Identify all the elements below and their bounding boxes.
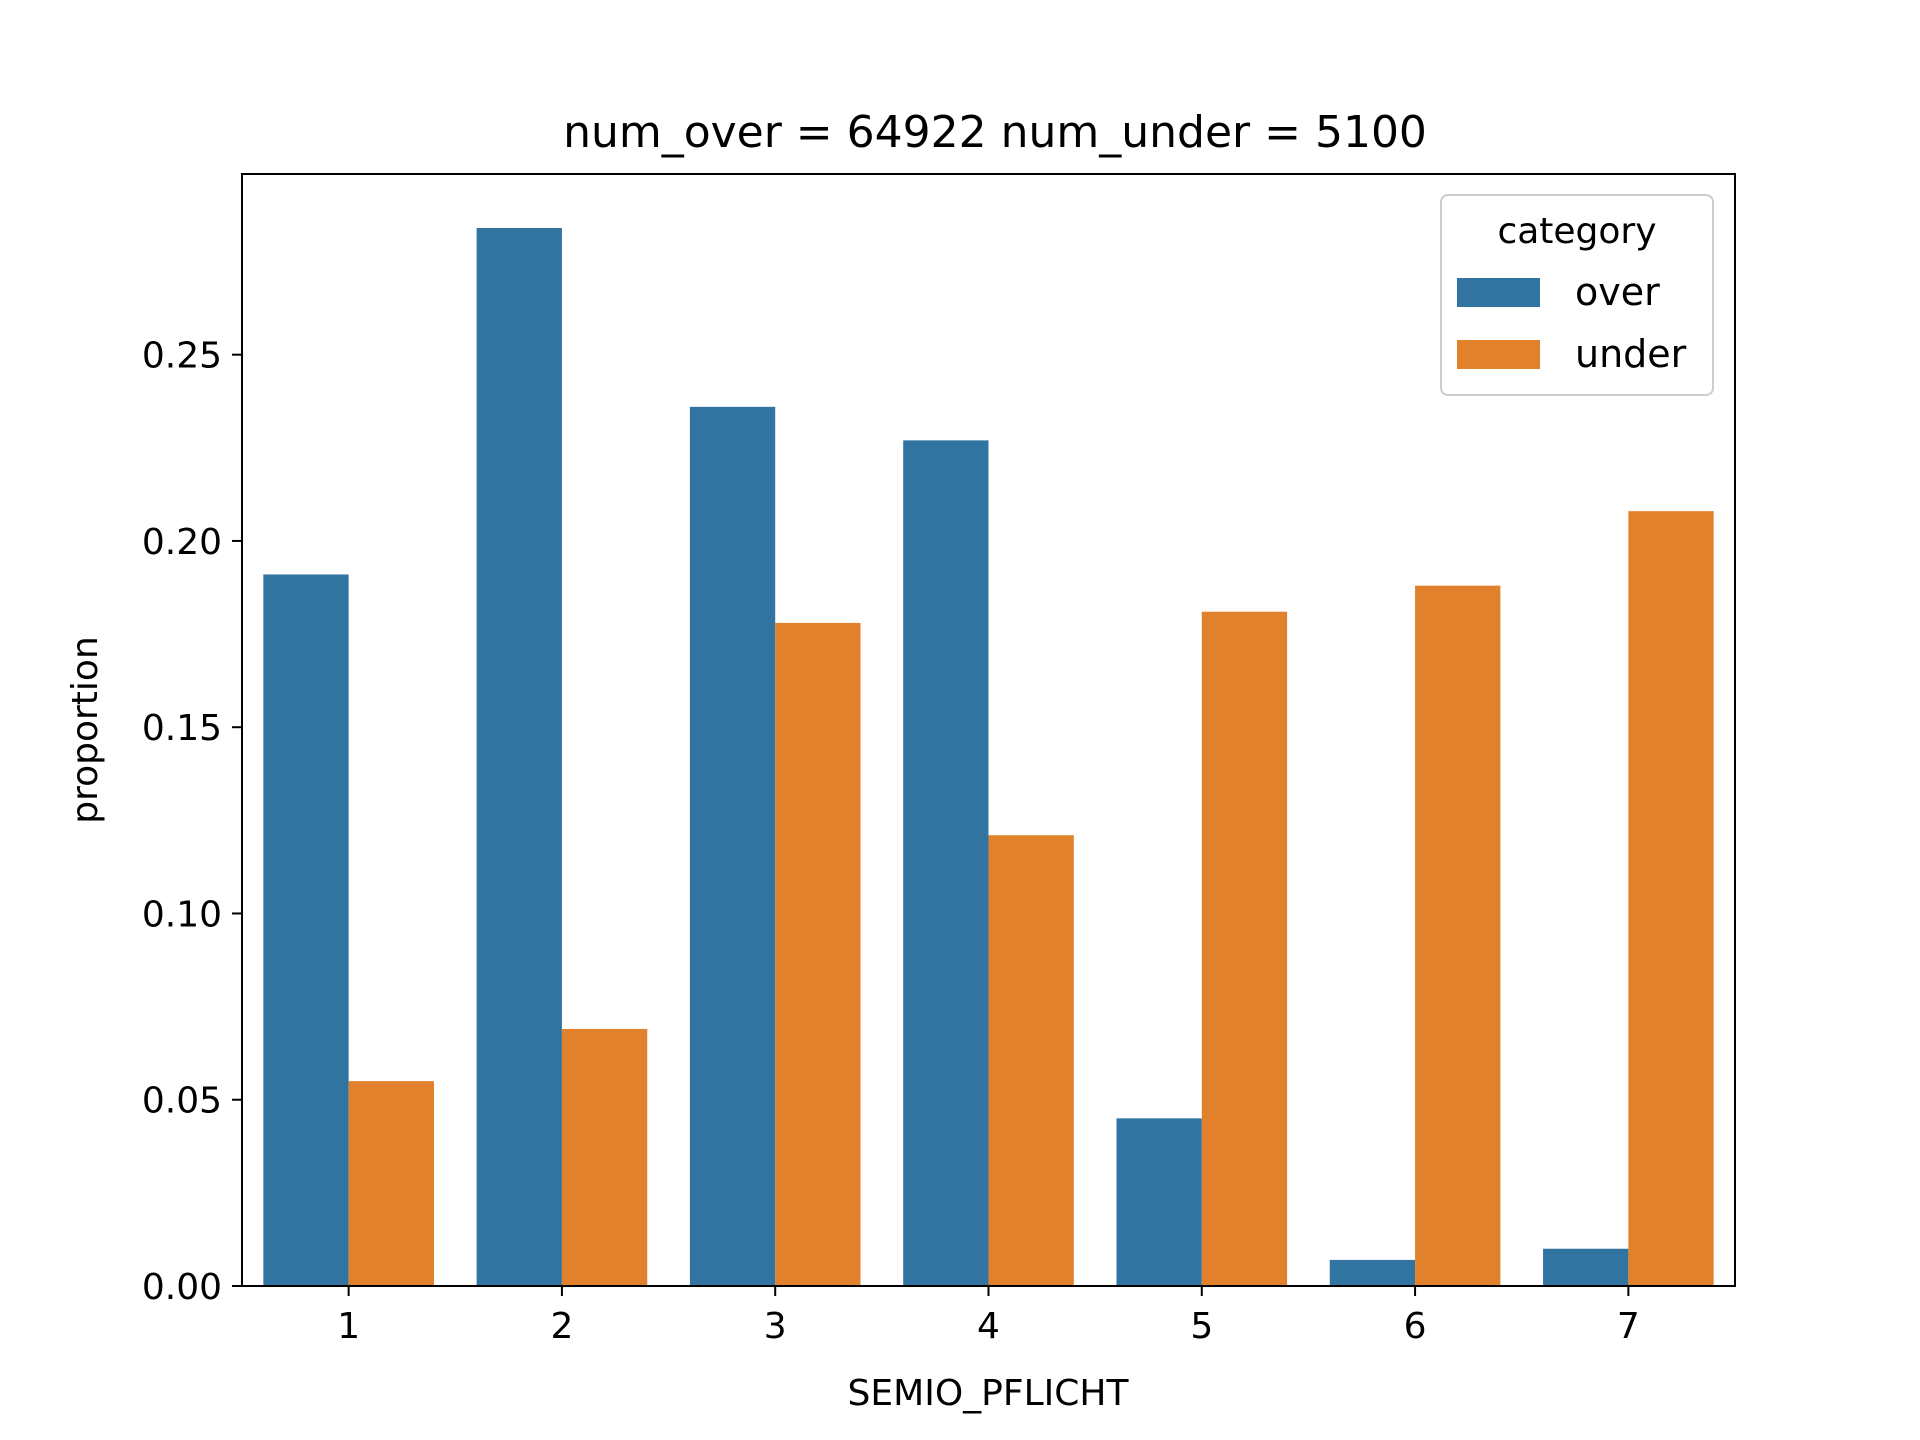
bar-over-3	[689, 406, 776, 1286]
y-tick-label: 0.15	[142, 708, 222, 749]
legend: category over under	[1440, 194, 1714, 396]
y-axis: 0.00 0.05 0.10 0.15 0.20 0.25	[142, 336, 242, 1308]
y-tick-label: 0.20	[142, 522, 222, 563]
bar-under-4	[988, 835, 1074, 1286]
plot-frame	[241, 173, 1736, 1287]
x-tick-label: 4	[977, 1306, 1000, 1347]
y-tick-label: 0.05	[142, 1081, 222, 1122]
x-tick-label: 3	[764, 1306, 787, 1347]
y-tick-label: 0.10	[142, 894, 222, 935]
bar-under-6	[1415, 585, 1501, 1286]
legend-title: category	[1497, 211, 1656, 252]
bar-under-7	[1628, 511, 1714, 1286]
legend-label-over: over	[1575, 270, 1660, 314]
bar-over-4	[903, 440, 989, 1286]
x-axis-label: SEMIO_PFLICHT	[848, 1373, 1130, 1414]
y-tick-label: 0.00	[142, 1267, 222, 1308]
bar-over-7	[1543, 1248, 1629, 1286]
bar-under-5	[1201, 611, 1288, 1286]
legend-swatch-over	[1457, 278, 1540, 307]
bar-under-1	[348, 1081, 434, 1286]
legend-swatch-under	[1457, 340, 1540, 369]
x-tick-label: 2	[550, 1306, 573, 1347]
bar-under-3	[775, 622, 861, 1286]
bar-over-2	[476, 228, 562, 1287]
x-axis: 1 2 3 4 5 6 7	[337, 1286, 1640, 1347]
y-axis-label: proportion	[65, 636, 106, 824]
bar-over-1	[263, 574, 349, 1286]
x-tick-label: 5	[1190, 1306, 1213, 1347]
chart-title: num_over = 64922 num_under = 5100	[563, 107, 1427, 158]
x-tick-label: 6	[1404, 1306, 1427, 1347]
bars-group	[263, 228, 1714, 1287]
y-tick-label: 0.25	[142, 336, 222, 377]
x-tick-label: 1	[337, 1306, 360, 1347]
bar-under-2	[561, 1028, 648, 1286]
legend-label-under: under	[1575, 332, 1687, 376]
x-tick-label: 7	[1617, 1306, 1640, 1347]
bar-over-5	[1116, 1118, 1202, 1286]
bar-over-6	[1329, 1259, 1416, 1286]
